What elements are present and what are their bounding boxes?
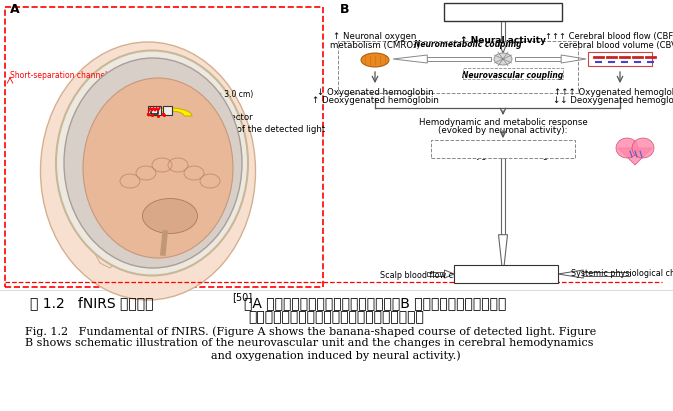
Text: ↑ Neuronal oxygen: ↑ Neuronal oxygen [333, 32, 417, 41]
Polygon shape [75, 171, 115, 268]
Text: Grey matter: Grey matter [88, 136, 141, 145]
Polygon shape [618, 148, 652, 165]
Polygon shape [499, 235, 507, 276]
FancyBboxPatch shape [454, 265, 558, 283]
Text: Measurable signals: Measurable signals [460, 267, 552, 276]
Text: Path of the detected light: Path of the detected light [215, 125, 325, 134]
Text: and oxygenation induced by neural activity.): and oxygenation induced by neural activi… [211, 350, 461, 360]
Bar [515, 58, 561, 60]
Polygon shape [393, 55, 427, 63]
FancyBboxPatch shape [163, 106, 172, 115]
FancyBboxPatch shape [444, 3, 562, 21]
Ellipse shape [361, 53, 389, 67]
Text: metabolism (CMRO₂): metabolism (CMRO₂) [330, 41, 420, 50]
Polygon shape [499, 42, 507, 53]
Text: [50]: [50] [232, 292, 252, 302]
Text: ↑↑↑ Oxygenated hemoglobin: ↑↑↑ Oxygenated hemoglobin [439, 145, 567, 153]
Ellipse shape [64, 58, 242, 268]
Text: A: A [10, 3, 20, 16]
Bar [463, 68, 563, 79]
Text: ↑↑↑ Oxygenated hemoglobin: ↑↑↑ Oxygenated hemoglobin [555, 88, 673, 97]
Text: Emitter: Emitter [88, 113, 120, 122]
Ellipse shape [143, 199, 197, 233]
Text: ↑ Deoxygenated hemoglobin: ↑ Deoxygenated hemoglobin [312, 96, 438, 105]
Text: Neurometabolic coupling: Neurometabolic coupling [414, 40, 522, 49]
Text: ↑ Neural activity: ↑ Neural activity [460, 36, 546, 45]
Text: Hemodynamic and metabolic response: Hemodynamic and metabolic response [419, 118, 588, 127]
Bar [501, 21, 505, 42]
Polygon shape [558, 270, 583, 278]
Bar [5, 7, 323, 287]
Text: Long-separation channel (≈ 3.0 cm): Long-separation channel (≈ 3.0 cm) [115, 90, 253, 99]
Text: Neurovascular coupling: Neurovascular coupling [462, 71, 563, 80]
Bar [427, 272, 445, 276]
Text: （A 图表示近红外光传输的香蕉型路径。B 图表示神经血管耦合示意: （A 图表示近红外光传输的香蕉型路径。B 图表示神经血管耦合示意 [244, 296, 506, 310]
Text: (e.g. with fNIRS): (e.g. with fNIRS) [474, 274, 538, 283]
Text: Scalp: Scalp [215, 139, 238, 148]
Bar [583, 272, 630, 276]
Ellipse shape [83, 78, 233, 258]
Text: cerebral blood volume (CBV): cerebral blood volume (CBV) [559, 41, 673, 50]
Polygon shape [148, 108, 192, 116]
Text: Short-separation channel (≈ 0.8 cm): Short-separation channel (≈ 0.8 cm) [10, 71, 150, 80]
Polygon shape [561, 55, 586, 63]
Ellipse shape [494, 53, 512, 65]
Ellipse shape [616, 138, 638, 158]
Bar [427, 58, 491, 60]
Text: 图及神经活动引起的脑血流动力学和氧合变化）: 图及神经活动引起的脑血流动力学和氧合变化） [248, 310, 424, 324]
Text: ↓↓ Deoxygenated hemoglobin: ↓↓ Deoxygenated hemoglobin [437, 150, 569, 159]
Text: Fig. 1.2   Fundamental of fNIRS. (Figure A shows the banana-shaped course of det: Fig. 1.2 Fundamental of fNIRS. (Figure A… [25, 326, 596, 337]
Text: ↑↑↑ Cerebral blood flow (CBF) and: ↑↑↑ Cerebral blood flow (CBF) and [545, 32, 673, 41]
Text: Detector: Detector [215, 113, 252, 122]
Text: ↓ Oxygenated hemoglobin: ↓ Oxygenated hemoglobin [317, 88, 433, 97]
Bar [338, 41, 578, 93]
FancyBboxPatch shape [148, 106, 161, 115]
Text: Scalp blood flow changes: Scalp blood flow changes [380, 271, 483, 280]
Ellipse shape [632, 138, 654, 158]
Bar [431, 140, 575, 158]
Text: B: B [340, 3, 349, 16]
Text: (evoked by neuronal activity):: (evoked by neuronal activity): [438, 126, 568, 135]
Text: 图 1.2   fNIRS 基本原理: 图 1.2 fNIRS 基本原理 [30, 296, 153, 310]
Polygon shape [445, 270, 454, 278]
FancyBboxPatch shape [588, 52, 652, 66]
Bar [501, 158, 505, 235]
Ellipse shape [56, 51, 248, 275]
Text: ↓↓ Deoxygenated hemoglobin: ↓↓ Deoxygenated hemoglobin [553, 96, 673, 105]
Text: Systemic physiological changes: Systemic physiological changes [571, 270, 673, 279]
Text: B shows schematic illustration of the neurovascular unit and the changes in cere: B shows schematic illustration of the ne… [25, 338, 594, 348]
Ellipse shape [40, 42, 256, 300]
Text: Skull: Skull [215, 150, 236, 159]
Text: Neurovascular unit: Neurovascular unit [456, 7, 549, 17]
